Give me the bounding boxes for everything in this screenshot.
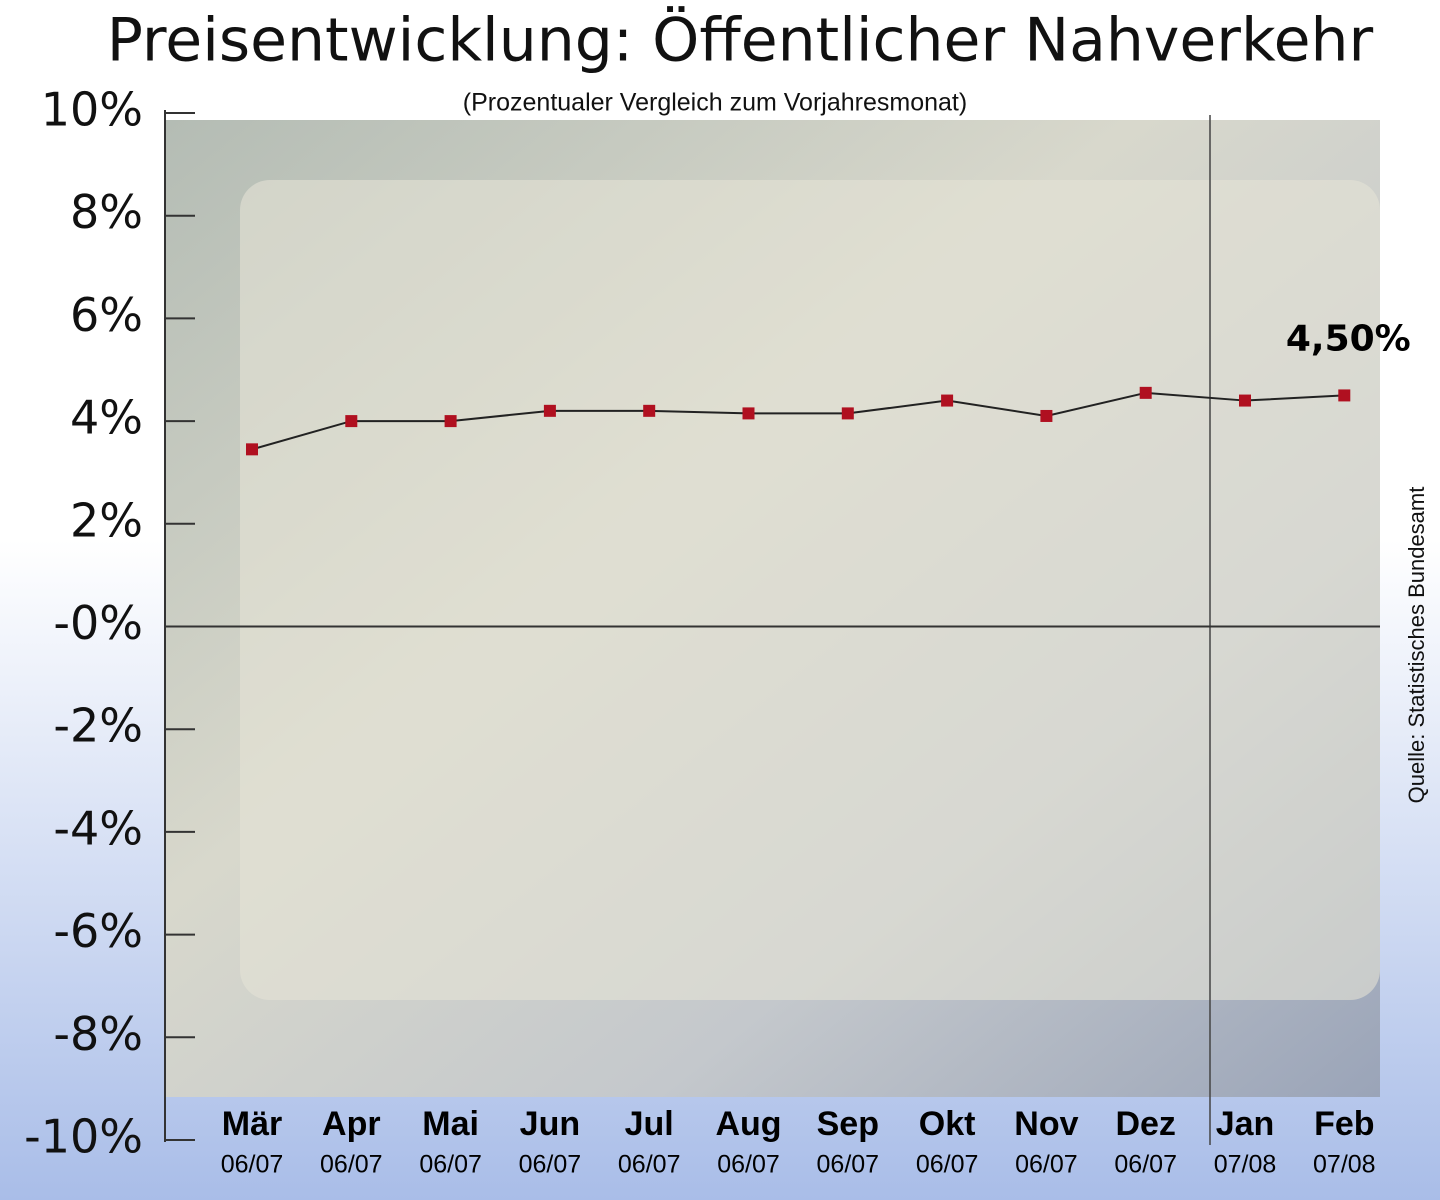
x-tick-sublabel: 06/07 xyxy=(419,1151,482,1179)
x-tick-sublabel: 07/08 xyxy=(1313,1151,1376,1179)
marker xyxy=(742,407,755,420)
x-tick-label: Feb xyxy=(1314,1105,1374,1143)
x-tick-sublabel: 06/07 xyxy=(1015,1151,1078,1179)
y-tick-label: -0% xyxy=(53,596,143,650)
y-tick-label: -2% xyxy=(53,699,143,753)
x-tick-sublabel: 06/07 xyxy=(1114,1151,1177,1179)
marker xyxy=(841,407,854,420)
x-tick-label: Mär xyxy=(222,1105,282,1143)
y-tick-label: 6% xyxy=(70,288,143,342)
x-tick-label: Sep xyxy=(817,1105,879,1143)
marker xyxy=(643,404,656,417)
x-tick-sublabel: 06/07 xyxy=(717,1151,780,1179)
y-tick-label: -4% xyxy=(53,801,143,855)
marker xyxy=(1139,386,1152,399)
y-tick-label: 10% xyxy=(41,83,143,137)
x-tick-sublabel: 06/07 xyxy=(320,1151,383,1179)
marker xyxy=(1338,389,1351,402)
x-tick-label: Jul xyxy=(625,1105,674,1143)
y-tick-label: -6% xyxy=(53,904,143,958)
data-line xyxy=(251,391,1345,451)
x-tick-label: Okt xyxy=(919,1105,976,1143)
x-tick-label: Dez xyxy=(1115,1105,1175,1143)
y-tick-label: 2% xyxy=(70,493,143,547)
marker xyxy=(1040,409,1053,422)
y-tick-label: 8% xyxy=(70,185,143,239)
marker xyxy=(444,415,457,428)
x-tick-sublabel: 06/07 xyxy=(817,1151,880,1179)
marker xyxy=(345,415,358,428)
marker xyxy=(543,404,556,417)
bus-shape xyxy=(240,180,1380,1000)
x-tick-label: Jan xyxy=(1216,1105,1275,1143)
x-tick-label: Nov xyxy=(1014,1105,1078,1143)
marker xyxy=(246,443,258,456)
marker xyxy=(941,394,954,407)
chart-title: Preisentwicklung: Öffentlicher Nahverkeh… xyxy=(107,5,1374,76)
marker xyxy=(1239,394,1251,407)
x-tick-sublabel: 06/07 xyxy=(221,1151,284,1179)
x-tick-label: Jun xyxy=(520,1105,580,1143)
x-tick-sublabel: 06/07 xyxy=(618,1151,681,1179)
chart-subtitle: (Prozentualer Vergleich zum Vorjahresmon… xyxy=(463,89,967,117)
x-tick-label: Aug xyxy=(715,1105,781,1143)
x-tick-sublabel: 06/07 xyxy=(519,1151,582,1179)
y-tick-label: 4% xyxy=(70,391,143,445)
x-tick-label: Mai xyxy=(422,1105,479,1143)
x-tick-sublabel: 07/08 xyxy=(1214,1151,1277,1179)
source-note: Quelle: Statistisches Bundesamt xyxy=(1404,487,1429,804)
x-tick-label: Apr xyxy=(322,1105,381,1143)
x-tick-sublabel: 06/07 xyxy=(916,1151,979,1179)
y-tick-label: -8% xyxy=(53,1007,143,1061)
value-label: 4,50% xyxy=(1286,318,1411,359)
y-tick-label: -10% xyxy=(24,1110,143,1164)
